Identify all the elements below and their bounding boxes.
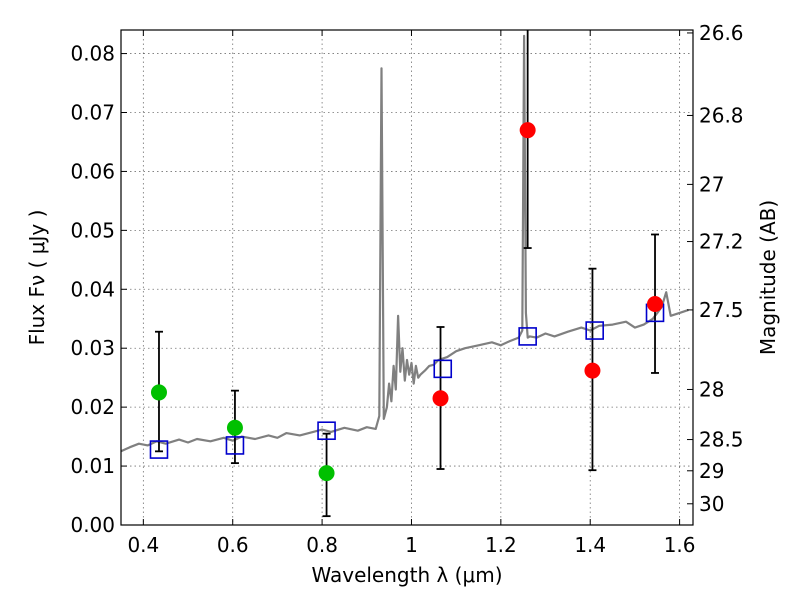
x-tick-label: 0.6 xyxy=(217,533,249,557)
y-tick-label: 0.06 xyxy=(70,159,115,183)
x-tick-label: 1.2 xyxy=(485,533,517,557)
right-tick-label: 29 xyxy=(699,459,724,483)
detection-point xyxy=(226,419,243,436)
y-tick-label: 0.08 xyxy=(70,42,115,66)
spectrum-line xyxy=(120,34,689,453)
right-tick-label: 27 xyxy=(699,172,724,196)
right-tick-label: 26.8 xyxy=(699,103,744,127)
y-tick-labels: 0.00 0.01 0.02 0.03 0.04 0.05 0.06 0.07 0.08 xyxy=(70,42,115,537)
right-tick-label: 30 xyxy=(699,492,724,516)
x-tick-label: 0.8 xyxy=(306,533,338,557)
x-tick-labels: 0.4 0.6 0.8 1 1.2 1.4 1.6 xyxy=(127,533,695,557)
detection-point xyxy=(647,296,664,313)
x-tick-label: 0.4 xyxy=(127,533,159,557)
grid xyxy=(121,30,693,526)
x-tick-label: 1.6 xyxy=(664,533,696,557)
right-tick-label: 26.6 xyxy=(699,21,744,45)
right-tick-label: 27.2 xyxy=(699,230,744,254)
spectrum-series xyxy=(120,34,689,453)
model-photometry-point xyxy=(433,359,453,379)
detection-point xyxy=(432,390,449,407)
model-photometry-series xyxy=(149,303,665,459)
y-tick-label: 0.00 xyxy=(70,513,115,537)
right-axis-label: Magnitude (AB) xyxy=(756,200,780,355)
x-axis-label: Wavelength λ (μm) xyxy=(311,563,502,587)
right-tick-label: 28.5 xyxy=(699,428,744,452)
y-tick-label: 0.04 xyxy=(70,277,115,301)
y-tick-label: 0.05 xyxy=(70,218,115,242)
detection-point xyxy=(150,384,167,401)
x-tick-label: 1 xyxy=(405,533,418,557)
model-photometry-point xyxy=(149,440,169,459)
model-photometry-point xyxy=(585,321,604,340)
detection-series xyxy=(150,122,664,482)
model-photometry-point xyxy=(317,421,336,441)
right-tick-label: 28 xyxy=(699,377,724,401)
y-axis-label: Flux Fν ( μJy ) xyxy=(25,210,49,346)
y-tick-label: 0.03 xyxy=(70,336,115,360)
detection-point xyxy=(519,122,536,139)
detection-point xyxy=(584,362,601,379)
right-tick-labels: 26.6 26.8 27 27.2 27.5 28 28.5 29 30 xyxy=(699,21,744,516)
right-tick-label: 27.5 xyxy=(699,298,744,322)
y-tick-label: 0.02 xyxy=(70,395,115,419)
y-tick-label: 0.07 xyxy=(70,101,115,125)
axis-ticks xyxy=(121,30,693,526)
model-photometry-point xyxy=(225,436,245,455)
x-tick-label: 1.4 xyxy=(574,533,606,557)
y-tick-label: 0.01 xyxy=(70,454,115,478)
error-bars xyxy=(154,30,660,518)
detection-point xyxy=(318,465,335,482)
model-photometry-point xyxy=(518,327,537,346)
plot-frame xyxy=(120,29,694,526)
